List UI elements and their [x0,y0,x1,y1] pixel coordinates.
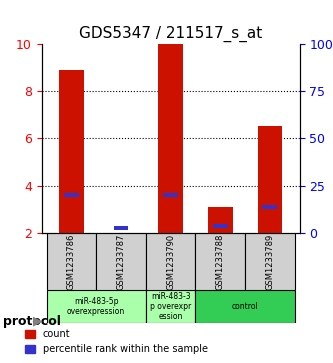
Bar [59,70,84,233]
Text: ▶: ▶ [33,315,43,328]
FancyBboxPatch shape [47,233,96,290]
FancyBboxPatch shape [195,233,245,290]
Text: miR-483-3
p overexpr
ession: miR-483-3 p overexpr ession [150,291,191,321]
FancyBboxPatch shape [96,233,146,290]
Text: miR-483-5p
overexpression: miR-483-5p overexpression [67,297,125,316]
FancyBboxPatch shape [47,290,146,323]
Bar [114,226,129,231]
Text: control: control [232,302,258,311]
Text: GSM1233790: GSM1233790 [166,233,175,290]
Text: protocol: protocol [3,315,61,328]
Legend: count, percentile rank within the sample: count, percentile rank within the sample [22,326,212,358]
FancyBboxPatch shape [146,233,195,290]
Text: GSM1233789: GSM1233789 [265,233,274,290]
FancyBboxPatch shape [245,233,295,290]
Title: GDS5347 / 211517_s_at: GDS5347 / 211517_s_at [79,26,262,42]
FancyBboxPatch shape [195,290,295,323]
Bar [262,205,277,209]
Bar [64,193,79,197]
Bar [257,126,282,233]
Text: GSM1233786: GSM1233786 [67,233,76,290]
Bar [163,193,178,197]
FancyBboxPatch shape [146,290,195,323]
Text: GSM1233787: GSM1233787 [117,233,126,290]
Bar [158,44,183,233]
Bar [213,224,228,228]
Text: GSM1233788: GSM1233788 [216,233,225,290]
Bar [208,207,233,233]
